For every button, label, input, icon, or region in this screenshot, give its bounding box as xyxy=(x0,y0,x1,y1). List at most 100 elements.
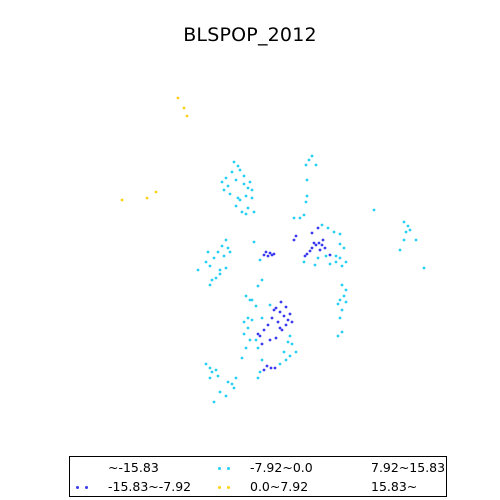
point-series3-70 xyxy=(219,269,222,272)
point-series2-24 xyxy=(279,311,282,314)
legend-label-5: 7.92~15.83 xyxy=(371,460,445,475)
point-series3-43 xyxy=(303,261,306,264)
point-series3-93 xyxy=(255,305,258,308)
map-canvas xyxy=(0,0,500,455)
point-series3-102 xyxy=(285,359,288,362)
point-series3-29 xyxy=(305,164,308,167)
legend-label-4: 0.0~7.92 xyxy=(250,479,308,494)
point-series3-49 xyxy=(317,257,320,260)
point-series2-3 xyxy=(269,252,272,255)
point-series2-39 xyxy=(285,306,288,309)
legend: ~-15.83 -7.92~0.0 7.92~15.83 -15.83~-7.9… xyxy=(69,456,447,497)
point-series3-115 xyxy=(235,377,238,380)
point-series3-103 xyxy=(279,363,282,366)
point-series2-30 xyxy=(277,321,280,324)
point-series3-11 xyxy=(235,205,238,208)
point-series2-25 xyxy=(283,315,286,318)
point-series3-52 xyxy=(345,289,348,292)
point-series3-95 xyxy=(269,304,272,307)
point-series2-45 xyxy=(270,367,273,370)
point-series3-130 xyxy=(423,267,426,270)
point-series2-5 xyxy=(265,251,268,254)
point-series3-98 xyxy=(289,335,292,338)
point-series3-73 xyxy=(211,279,214,282)
point-series4-2 xyxy=(183,107,186,110)
point-series3-107 xyxy=(259,371,262,374)
point-series3-50 xyxy=(293,217,296,220)
point-series3-68 xyxy=(223,255,226,258)
point-series3-19 xyxy=(243,183,246,186)
point-series2-46 xyxy=(274,367,277,370)
point-series3-113 xyxy=(217,375,220,378)
point-series3-3 xyxy=(231,171,234,174)
point-series2-7 xyxy=(304,255,307,258)
point-series3-94 xyxy=(261,317,264,320)
legend-marker-4-dot-2 xyxy=(227,486,230,489)
point-series3-91 xyxy=(253,241,256,244)
point-series3-48 xyxy=(325,255,328,258)
legend-label-2: -15.83~-7.92 xyxy=(108,479,191,494)
legend-label-1: ~-15.83 xyxy=(108,460,159,475)
point-series3-122 xyxy=(373,209,376,212)
point-series2-26 xyxy=(287,319,290,322)
point-series3-117 xyxy=(227,381,230,384)
point-series3-124 xyxy=(407,225,410,228)
point-series3-13 xyxy=(247,207,250,210)
point-series2-8 xyxy=(306,253,309,256)
point-series4-3 xyxy=(186,115,189,118)
point-series2-31 xyxy=(271,317,274,320)
point-series3-108 xyxy=(261,359,264,362)
point-series3-114 xyxy=(209,377,212,380)
point-series3-58 xyxy=(341,331,344,334)
point-series3-5 xyxy=(239,169,242,172)
point-series3-78 xyxy=(245,295,248,298)
point-series3-45 xyxy=(345,261,348,264)
point-series3-129 xyxy=(415,239,418,242)
point-series3-25 xyxy=(303,214,306,217)
point-series3-2 xyxy=(227,185,230,188)
point-series3-127 xyxy=(403,239,406,242)
point-series3-47 xyxy=(339,243,342,246)
point-series3-85 xyxy=(249,339,252,342)
point-series3-4 xyxy=(235,179,238,182)
point-series3-121 xyxy=(213,401,216,404)
point-series3-12 xyxy=(241,211,244,214)
point-series4-5 xyxy=(146,197,149,200)
point-series3-111 xyxy=(211,371,214,374)
point-series3-110 xyxy=(209,367,212,370)
point-series3-119 xyxy=(225,395,228,398)
point-series3-10 xyxy=(239,199,242,202)
point-series3-83 xyxy=(247,327,250,330)
point-series3-77 xyxy=(225,267,228,270)
point-series2-35 xyxy=(269,339,272,342)
legend-marker-3-dot-1 xyxy=(218,467,221,470)
point-series2-47 xyxy=(263,369,266,372)
point-series2-19 xyxy=(295,235,298,238)
point-series3-18 xyxy=(237,165,240,168)
point-series3-99 xyxy=(291,343,294,346)
point-series3-62 xyxy=(209,265,212,268)
point-series3-92 xyxy=(251,299,254,302)
point-series3-80 xyxy=(247,317,250,320)
point-series3-36 xyxy=(333,231,336,234)
point-series3-84 xyxy=(243,333,246,336)
point-series3-67 xyxy=(227,247,230,250)
point-series2-33 xyxy=(263,329,266,332)
point-series3-32 xyxy=(305,201,308,204)
point-series3-97 xyxy=(257,347,260,350)
point-series3-88 xyxy=(257,285,260,288)
legend-marker-2-dot-2 xyxy=(85,486,88,489)
point-series3-38 xyxy=(343,247,346,250)
point-series3-65 xyxy=(221,245,224,248)
point-series3-123 xyxy=(403,221,406,224)
point-series3-27 xyxy=(311,155,314,158)
point-series3-86 xyxy=(245,347,248,350)
point-series3-1 xyxy=(225,177,228,180)
point-series3-34 xyxy=(321,224,324,227)
point-series3-14 xyxy=(251,197,254,200)
legend-marker-2-dot-1 xyxy=(76,486,79,489)
point-series4-1 xyxy=(177,97,180,100)
point-series2-6 xyxy=(273,253,276,256)
point-series4-4 xyxy=(121,199,124,202)
point-series3-15 xyxy=(223,189,226,192)
